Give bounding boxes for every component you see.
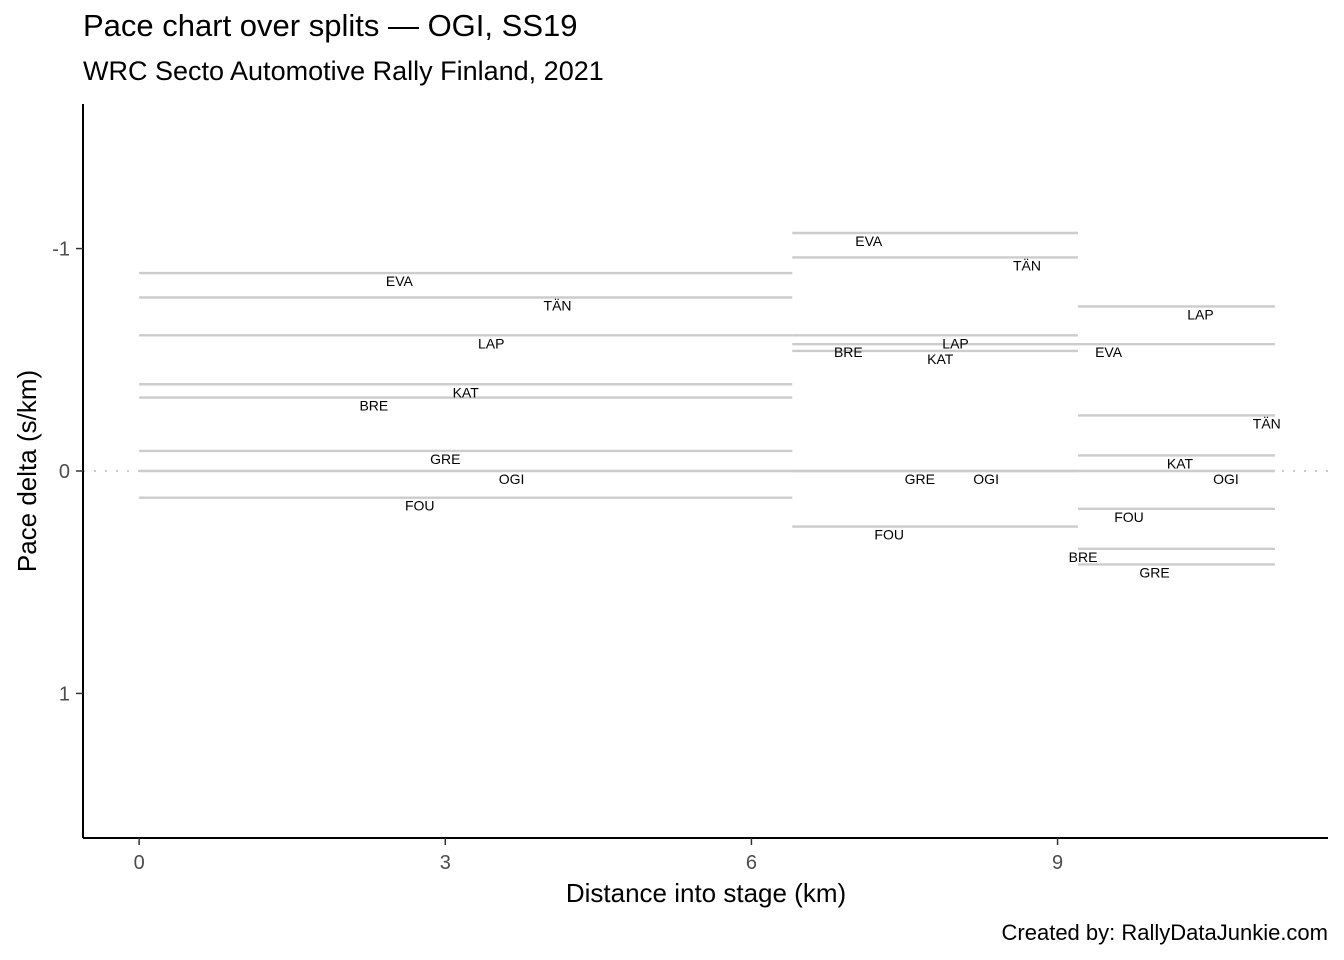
y-tick-label: -1 [52, 239, 70, 261]
driver-label: EVA [386, 273, 414, 289]
chart-caption: Created by: RallyDataJunkie.com [1001, 920, 1328, 945]
y-tick-label: 1 [59, 683, 70, 705]
segments-layer [139, 231, 1275, 566]
x-tick-label: 0 [134, 852, 145, 874]
x-axis-title: Distance into stage (km) [566, 878, 846, 908]
driver-label: LAP [1187, 306, 1213, 322]
driver-label: KAT [453, 384, 480, 400]
driver-label: LAP [478, 335, 504, 351]
driver-label: EVA [855, 233, 883, 249]
driver-label: BRE [1069, 549, 1098, 565]
driver-label: GRE [430, 451, 460, 467]
driver-label: FOU [1114, 509, 1144, 525]
y-axis-title: Pace delta (s/km) [12, 370, 42, 572]
driver-label: OGI [499, 471, 525, 487]
driver-label: BRE [359, 398, 388, 414]
driver-label: FOU [874, 527, 904, 543]
x-tick-label: 6 [746, 852, 757, 874]
driver-label: OGI [1213, 471, 1239, 487]
chart-title: Pace chart over splits — OGI, SS19 [83, 8, 578, 43]
driver-label: FOU [405, 498, 435, 514]
axes-layer: 0 3 6 9 -1 0 1 [52, 104, 1328, 874]
x-tick-label: 3 [440, 852, 451, 874]
driver-label: KAT [927, 351, 954, 367]
driver-label: OGI [973, 471, 999, 487]
driver-label: TÄN [1013, 257, 1041, 273]
driver-label: GRE [905, 471, 935, 487]
driver-label: BRE [834, 344, 863, 360]
driver-label: TÄN [1253, 415, 1281, 431]
x-tick-label: 9 [1052, 852, 1063, 874]
driver-label: LAP [942, 335, 968, 351]
chart-subtitle: WRC Secto Automotive Rally Finland, 2021 [83, 56, 604, 86]
driver-label: EVA [1095, 344, 1123, 360]
driver-label: GRE [1139, 564, 1169, 580]
y-tick-label: 0 [59, 461, 70, 483]
driver-label: KAT [1167, 455, 1194, 471]
driver-label: TÄN [544, 298, 572, 314]
